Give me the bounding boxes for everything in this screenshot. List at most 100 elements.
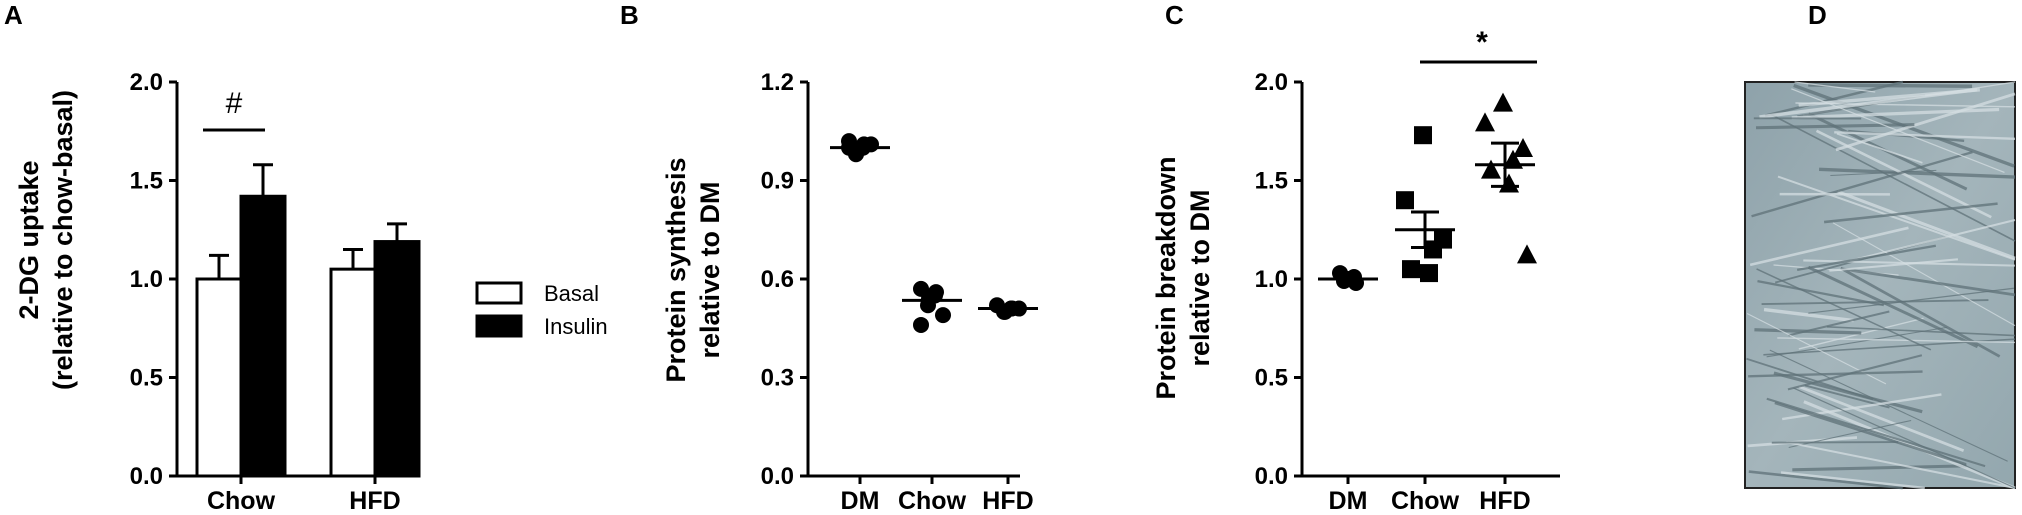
data-point [1414,126,1432,145]
fiber-stroke [1793,387,2016,489]
fiber-stroke [1755,123,1915,130]
data-point [1481,159,1501,179]
fiber-stroke [1780,471,1925,490]
fiber-stroke [1832,222,2016,327]
legend-swatch-insulin [475,314,523,338]
data-point [1517,244,1537,264]
fiber-stroke [1757,279,1885,307]
bar-insulin-hfd [373,240,421,478]
panel-b-y-tick-label: 1.2 [761,69,794,96]
panel-a-ylabel-line2: (relative to chow-basal) [48,90,78,390]
panel-b-y-tick-label: 0.3 [761,365,794,392]
fiber-stroke [1834,131,2016,140]
fiber-stroke [1835,92,2016,152]
panel-b-ylabel-line2: relative to DM [695,181,725,358]
data-point [1493,92,1513,112]
bar-basal-chow [195,277,243,478]
legend-label-insulin: Insulin [544,314,608,339]
panel-b-scatter-chart: Protein synthesis relative to DM 0.0 0.3 0… [661,69,1038,515]
panel-c-y-tick-label: 0.5 [1255,365,1288,392]
data-point [1513,137,1533,157]
bar-insulin-chow [239,194,287,478]
panel-c-x-label: HFD [1479,487,1530,515]
fiber-stroke [1777,337,2016,344]
fiber-stroke [1794,81,1876,93]
fiber-stroke [1746,357,1874,401]
panel-b-x-label: Chow [898,487,967,515]
legend-swatch-basal [475,281,523,305]
fiber-stroke [1786,441,2016,489]
data-point [1348,274,1364,291]
fiber-stroke [1761,299,1989,306]
fiber-stroke [1748,370,1923,378]
panel-c-ylabel-line1: Protein breakdown [1151,156,1181,399]
fiber-stroke [1773,371,1923,414]
fiber-stroke [1751,150,1973,218]
panel-b-y-tick-label: 0.0 [761,463,794,490]
fiber-stroke [1764,80,1904,117]
significance-marker: # [226,87,243,120]
panel-b-x-label: HFD [982,487,1033,515]
panel-a-y-tick-label: 0.5 [130,365,163,392]
fiber-stroke [1840,267,2016,297]
data-point [1424,240,1442,259]
panel-a-y-tick-label: 1.5 [130,168,163,195]
data-point [1499,173,1519,193]
panel-c-y-tick-label: 0.0 [1255,463,1288,490]
data-point [863,136,879,153]
panel-a-ylabel-line1: 2-DG uptake [14,160,44,319]
fiber-stroke [1837,190,2016,260]
fiber-stroke [1829,258,1959,272]
panel-b-ylabel-line1: Protein synthesis [661,157,691,382]
fiber-stroke [1766,326,1947,358]
fiber-stroke [1830,169,1937,177]
fiber-stroke [1756,268,1932,351]
fiber-stroke [1815,129,1992,219]
panel-a-x-label: HFD [349,487,400,515]
microscopy-image [1744,80,2016,490]
fiber-stroke [1819,167,2016,179]
fiber-stroke [1763,307,1854,323]
fiber-stroke [1754,328,1862,335]
panel-label-d: D [1808,0,1827,30]
fiber-stroke [1771,441,1899,444]
data-point [1475,112,1495,132]
panel-a-y-tick-label: 0.0 [130,463,163,490]
bar-basal-hfd [329,267,377,478]
panel-c-x-label: Chow [1391,487,1460,515]
myotube-fibers [1746,80,2016,490]
fiber-stroke [1749,226,1909,267]
panel-label-b: B [620,0,639,30]
panel-c-ylabel-line2: relative to DM [1185,189,1215,366]
fiber-stroke [1777,175,2016,261]
data-point [996,303,1012,320]
panel-b-x-label: DM [841,487,880,515]
panel-a-y-tick-label: 2.0 [130,69,163,96]
panel-c-y-tick-label: 1.5 [1255,168,1288,195]
fiber-stroke [1748,470,1903,490]
fiber-stroke [1766,397,1986,468]
legend-label-basal: Basal [544,281,599,306]
data-point [1336,272,1352,289]
fiber-stroke [1849,219,2016,262]
data-point [935,307,951,324]
fiber-stroke [1796,244,1937,272]
fiber-stroke [1807,265,1979,349]
data-point [1402,260,1420,279]
panel-a-bar-chart: 2-DG uptake (relative to chow-basal) 0.0… [14,69,608,515]
panel-c-y-tick-label: 1.0 [1255,266,1288,293]
fiber-stroke [1774,401,1967,466]
fiber-stroke [1791,88,2005,174]
panel-c-scatter-chart: Protein breakdown relative to DM 0.0 0.5 1… [1151,26,1560,515]
panel-label-a: A [4,0,23,30]
panel-a-y-tick-label: 1.0 [130,266,163,293]
panel-label-c: C [1165,0,1184,30]
panel-b-y-tick-label: 0.9 [761,168,794,195]
fiber-stroke [1770,113,2016,242]
panel-b-y-tick-label: 0.6 [761,266,794,293]
panel-a-x-label: Chow [207,487,276,515]
data-point [913,316,929,333]
fiber-stroke [1769,349,2008,462]
data-point [1396,191,1414,210]
